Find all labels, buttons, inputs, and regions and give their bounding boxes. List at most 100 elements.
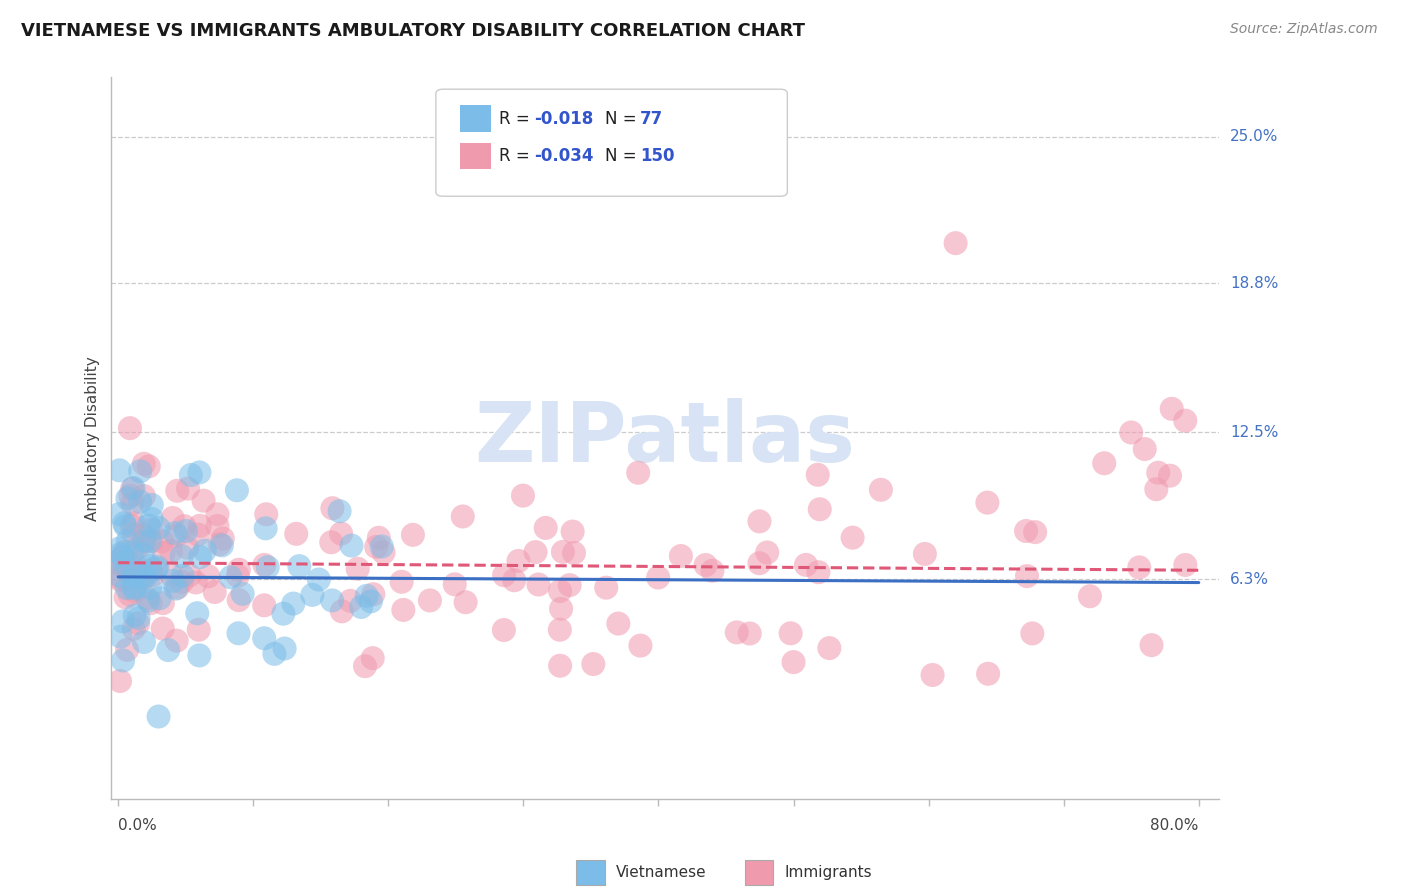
Point [132, 457, 155, 471]
Point [148, 709, 170, 723]
Point [208, 537, 231, 551]
Point [561, 524, 583, 539]
Point [1133, 442, 1156, 456]
Point [226, 569, 249, 583]
Point [1144, 482, 1167, 496]
Point [132, 635, 155, 649]
Point [627, 466, 650, 480]
Point [339, 594, 361, 608]
Point [134, 528, 156, 542]
Point [121, 518, 143, 533]
Point [157, 643, 180, 657]
Text: Source: ZipAtlas.com: Source: ZipAtlas.com [1230, 22, 1378, 37]
Point [256, 560, 278, 574]
Point [1159, 468, 1181, 483]
Point [454, 595, 477, 609]
Point [330, 604, 353, 618]
Point [748, 515, 770, 529]
Point [121, 560, 143, 574]
Point [371, 540, 394, 554]
Point [149, 591, 172, 606]
Point [228, 563, 250, 577]
Point [548, 623, 571, 637]
Point [152, 622, 174, 636]
Point [139, 581, 162, 595]
Point [129, 464, 152, 478]
Point [174, 524, 197, 538]
Point [138, 459, 160, 474]
Point [841, 531, 863, 545]
Point [451, 509, 474, 524]
Point [180, 468, 202, 483]
Text: 0.0%: 0.0% [118, 818, 157, 833]
Point [122, 622, 145, 636]
Point [373, 545, 395, 559]
Point [508, 554, 530, 568]
Point [115, 643, 138, 657]
Point [354, 659, 377, 673]
Point [186, 606, 208, 620]
Point [356, 589, 378, 603]
Text: 80.0%: 80.0% [1150, 818, 1199, 833]
Point [111, 615, 134, 629]
Point [756, 545, 779, 559]
Point [1174, 414, 1197, 428]
Point [285, 526, 308, 541]
Point [548, 658, 571, 673]
Point [219, 570, 242, 584]
Point [162, 574, 184, 588]
Point [188, 648, 211, 663]
Point [512, 489, 534, 503]
Point [176, 541, 198, 555]
Point [1021, 626, 1043, 640]
Point [253, 632, 276, 646]
Point [127, 616, 149, 631]
Point [226, 483, 249, 498]
Point [121, 497, 143, 511]
Point [807, 565, 830, 579]
Text: Immigrants: Immigrants [785, 865, 872, 880]
Point [288, 559, 311, 574]
Point [112, 516, 135, 531]
Point [125, 566, 148, 580]
Point [124, 608, 146, 623]
Y-axis label: Ambulatory Disability: Ambulatory Disability [86, 356, 100, 521]
Point [808, 502, 831, 516]
Point [360, 594, 382, 608]
Point [534, 521, 557, 535]
Point [1015, 524, 1038, 538]
Point [115, 581, 138, 595]
Point [273, 641, 295, 656]
Text: 12.5%: 12.5% [1230, 425, 1278, 440]
Text: -0.018: -0.018 [534, 110, 593, 128]
Point [1128, 560, 1150, 574]
Point [110, 571, 132, 585]
Point [124, 582, 146, 596]
Point [108, 554, 131, 568]
Text: 77: 77 [640, 110, 664, 128]
Point [132, 568, 155, 582]
Point [211, 532, 233, 546]
Point [558, 578, 581, 592]
Point [141, 563, 163, 577]
Text: -0.034: -0.034 [534, 147, 593, 165]
Point [818, 641, 841, 656]
Point [283, 597, 305, 611]
Point [211, 538, 233, 552]
Point [166, 483, 188, 498]
Point [1174, 558, 1197, 572]
Point [136, 591, 159, 606]
Point [146, 560, 169, 574]
Point [112, 653, 135, 667]
Point [115, 563, 138, 577]
Point [170, 574, 193, 589]
Point [122, 516, 145, 530]
Point [392, 603, 415, 617]
Point [232, 587, 254, 601]
Point [254, 508, 277, 522]
Point [117, 491, 139, 506]
Point [108, 463, 131, 477]
Point [108, 557, 131, 571]
Text: 18.8%: 18.8% [1230, 276, 1278, 291]
Point [108, 507, 131, 521]
